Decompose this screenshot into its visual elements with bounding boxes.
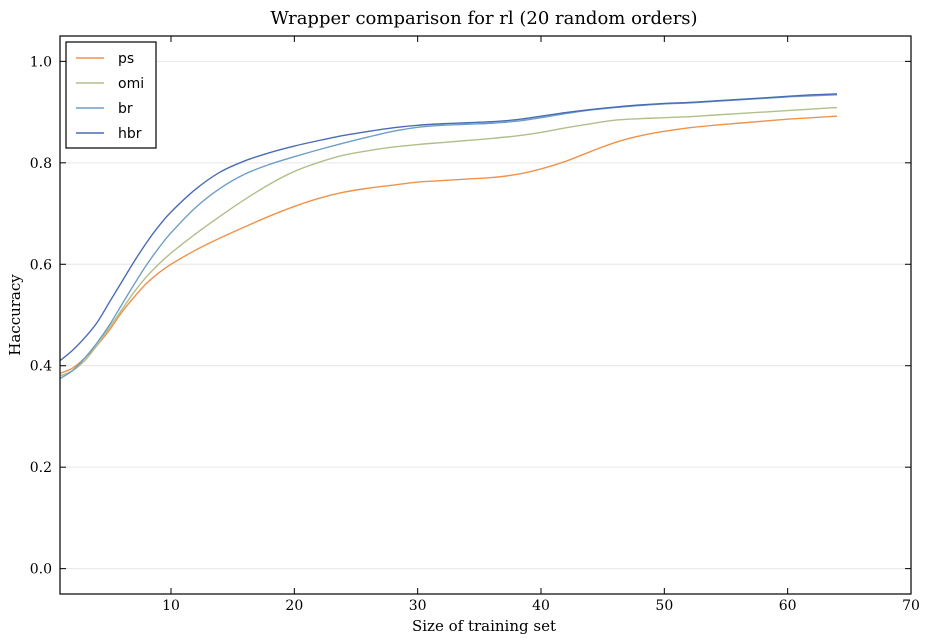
plot-frame bbox=[59, 35, 912, 595]
chart-title: Wrapper comparison for rl (20 random ord… bbox=[270, 8, 697, 29]
legend-label-hbr: hbr bbox=[118, 126, 142, 142]
series-lines bbox=[59, 93, 838, 380]
x-tick-label: 70 bbox=[902, 598, 920, 614]
legend-label-omi: omi bbox=[118, 76, 144, 92]
y-axis-label: Haccuracy bbox=[6, 274, 24, 356]
x-tick-label: 60 bbox=[779, 598, 797, 614]
x-tick-label: 30 bbox=[409, 598, 427, 614]
y-tick-label: 0.2 bbox=[30, 460, 52, 476]
legend: ps omi br hbr bbox=[65, 41, 157, 149]
legend-label-br: br bbox=[118, 101, 133, 117]
grid-lines bbox=[60, 60, 911, 570]
y-tick-label: 1.0 bbox=[30, 54, 52, 70]
y-tick-label: 0.8 bbox=[30, 156, 52, 172]
x-tick-label: 10 bbox=[162, 598, 180, 614]
x-axis-label: Size of training set bbox=[412, 617, 556, 635]
axis-ticks: 0.0 0.2 0.4 0.6 0.8 1.0 10 20 30 40 50 60 70 bbox=[30, 36, 920, 614]
y-tick-label: 0.6 bbox=[30, 257, 52, 273]
series-line-ps bbox=[59, 115, 838, 374]
x-tick-label: 40 bbox=[532, 598, 550, 614]
legend-label-ps: ps bbox=[118, 51, 134, 67]
x-tick-label: 20 bbox=[285, 598, 303, 614]
series-line-hbr bbox=[59, 93, 838, 362]
series-line-omi bbox=[59, 106, 838, 377]
y-tick-label: 0.4 bbox=[30, 359, 52, 375]
y-tick-label: 0.0 bbox=[30, 562, 52, 578]
legend-box bbox=[65, 41, 157, 149]
x-tick-label: 50 bbox=[655, 598, 673, 614]
